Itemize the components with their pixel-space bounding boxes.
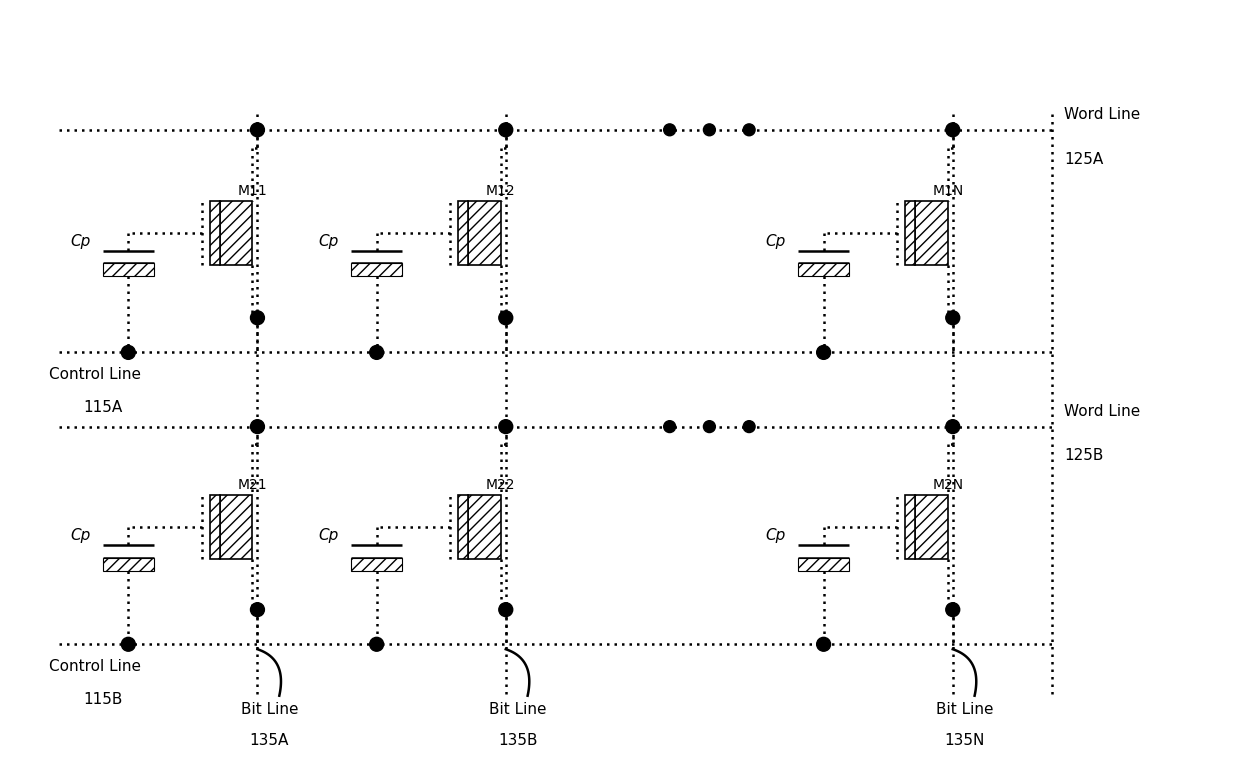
Circle shape: [122, 637, 135, 651]
Text: Cp: Cp: [71, 234, 91, 249]
Circle shape: [122, 346, 135, 360]
Text: M22: M22: [486, 478, 516, 492]
Text: Cp: Cp: [319, 529, 339, 543]
Circle shape: [250, 603, 264, 616]
Text: 135A: 135A: [249, 734, 289, 748]
Circle shape: [250, 123, 264, 137]
Circle shape: [817, 637, 831, 651]
Circle shape: [250, 311, 264, 325]
Text: Cp: Cp: [319, 234, 339, 249]
Text: Bit Line: Bit Line: [489, 701, 547, 716]
Bar: [210, 200, 219, 265]
Text: Cp: Cp: [765, 234, 786, 249]
Circle shape: [370, 346, 383, 360]
Bar: [103, 264, 154, 276]
Bar: [797, 264, 849, 276]
Text: Cp: Cp: [765, 529, 786, 543]
Bar: [915, 495, 947, 559]
Circle shape: [703, 124, 715, 136]
Bar: [458, 495, 467, 559]
Bar: [915, 200, 947, 265]
Bar: [210, 495, 219, 559]
Bar: [351, 558, 403, 571]
Circle shape: [498, 420, 512, 433]
Text: Word Line: Word Line: [1064, 107, 1141, 122]
Text: M1N: M1N: [932, 184, 965, 198]
Text: 115B: 115B: [83, 692, 123, 707]
Circle shape: [250, 420, 264, 433]
Bar: [219, 200, 253, 265]
Bar: [797, 558, 849, 571]
Text: M12: M12: [486, 184, 516, 198]
Text: M21: M21: [238, 478, 267, 492]
Circle shape: [817, 346, 831, 360]
Text: Bit Line: Bit Line: [936, 701, 993, 716]
Bar: [467, 495, 501, 559]
Text: 125A: 125A: [1064, 152, 1104, 167]
Text: 135N: 135N: [945, 734, 985, 748]
Bar: [467, 200, 501, 265]
Circle shape: [703, 421, 715, 432]
Text: Control Line: Control Line: [48, 659, 141, 674]
Circle shape: [498, 311, 512, 325]
Text: M2N: M2N: [932, 478, 963, 492]
Circle shape: [743, 124, 755, 136]
Bar: [351, 264, 403, 276]
Circle shape: [663, 421, 676, 432]
Circle shape: [946, 311, 960, 325]
Circle shape: [946, 603, 960, 616]
Bar: [219, 495, 253, 559]
Text: M11: M11: [238, 184, 268, 198]
Text: Cp: Cp: [71, 529, 91, 543]
Text: 115A: 115A: [83, 400, 123, 415]
Bar: [905, 200, 915, 265]
Bar: [458, 200, 467, 265]
Text: Control Line: Control Line: [48, 368, 141, 382]
Circle shape: [743, 421, 755, 432]
Text: Word Line: Word Line: [1064, 404, 1141, 418]
Text: Bit Line: Bit Line: [241, 701, 298, 716]
Circle shape: [946, 123, 960, 137]
Bar: [103, 558, 154, 571]
Bar: [905, 495, 915, 559]
Circle shape: [498, 123, 512, 137]
Circle shape: [370, 637, 383, 651]
Text: 125B: 125B: [1064, 448, 1104, 464]
Circle shape: [498, 603, 512, 616]
Circle shape: [946, 420, 960, 433]
Text: 135B: 135B: [498, 734, 537, 748]
Circle shape: [663, 124, 676, 136]
